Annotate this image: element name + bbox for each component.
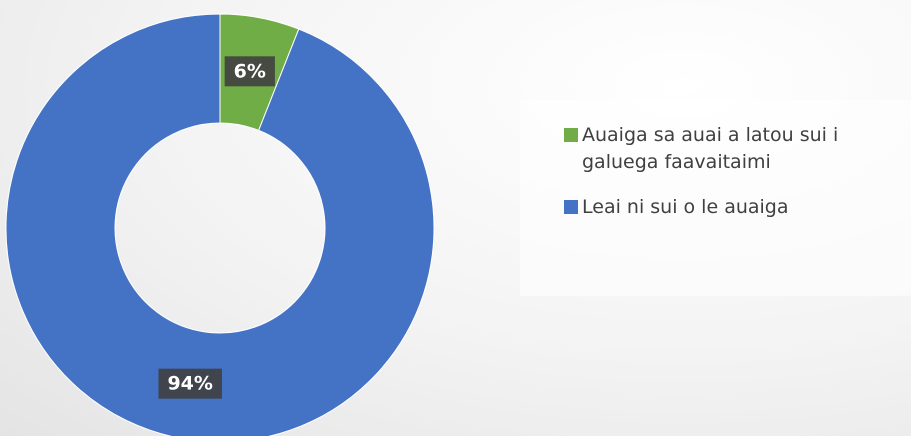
legend-label: Auaiga sa auai a latou sui i galuega faa… [582,124,839,173]
value-label-box [224,56,275,87]
value-label-box [158,368,222,399]
legend-item: Leai ni sui o le auaiga [564,194,901,221]
legend: Auaiga sa auai a latou sui i galuega faa… [520,100,911,296]
value-label: 6% [234,60,266,82]
value-label: 94% [167,373,212,395]
legend-swatch [564,128,578,142]
legend-item: Auaiga sa auai a latou sui i galuega faa… [564,122,901,176]
legend-label: Leai ni sui o le auaiga [582,196,789,218]
donut-slice [5,13,435,436]
legend-swatch [564,200,578,214]
